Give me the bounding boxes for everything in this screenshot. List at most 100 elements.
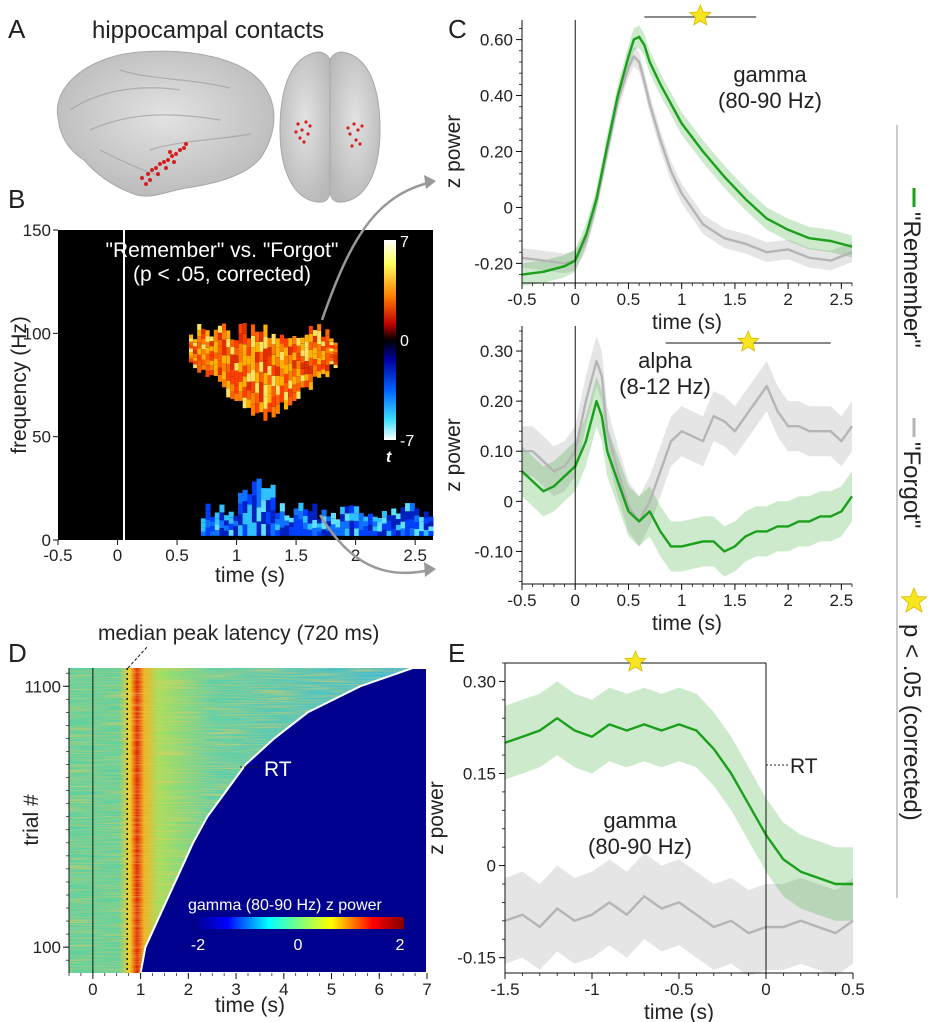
positive-cluster-cell bbox=[304, 380, 309, 388]
positive-cluster-cell bbox=[288, 380, 293, 389]
negative-cluster-cell bbox=[414, 529, 420, 536]
negative-cluster-cell bbox=[386, 520, 392, 526]
positive-cluster-cell bbox=[284, 400, 289, 410]
negative-cluster-cell bbox=[316, 519, 322, 524]
chart-c-alpha: -0.5 0 0.5 1 1.5 2 2.5 -0.10 0 0.10 0.20 0.30 time (… bbox=[442, 326, 853, 635]
negative-cluster-cell bbox=[321, 509, 327, 517]
positive-cluster-cell bbox=[296, 368, 301, 377]
positive-cluster-cell bbox=[271, 333, 276, 345]
negative-cluster-cell bbox=[242, 524, 248, 536]
negative-cluster-cell bbox=[228, 517, 234, 524]
positive-cluster-cell bbox=[246, 390, 251, 400]
positive-cluster-cell bbox=[329, 361, 334, 365]
trial-heatmap-xlabel: time (s) bbox=[215, 994, 285, 1017]
positive-cluster-cell bbox=[279, 334, 284, 344]
positive-cluster-cell bbox=[251, 370, 256, 382]
positive-cluster-cell bbox=[217, 325, 222, 333]
negative-cluster-cell bbox=[270, 523, 276, 536]
positive-cluster-cell bbox=[329, 338, 334, 342]
negative-cluster-cell bbox=[326, 531, 332, 536]
positive-cluster-cell bbox=[242, 323, 247, 334]
positive-cluster-cell bbox=[205, 336, 210, 342]
negative-cluster-cell bbox=[414, 522, 420, 529]
negative-cluster-cell bbox=[340, 514, 346, 522]
positive-cluster-cell bbox=[238, 343, 243, 353]
negative-cluster-cell bbox=[224, 530, 230, 536]
negative-cluster-cell bbox=[293, 522, 299, 529]
positive-cluster-cell bbox=[279, 385, 284, 394]
negative-cluster-cell bbox=[251, 522, 257, 536]
positive-cluster-cell bbox=[189, 348, 194, 352]
positive-cluster-cell bbox=[288, 363, 293, 372]
negative-cluster-cell bbox=[233, 520, 239, 526]
negative-cluster-cell bbox=[335, 531, 341, 536]
positive-cluster-cell bbox=[242, 355, 247, 366]
negative-cluster-cell bbox=[261, 512, 267, 524]
positive-cluster-cell bbox=[325, 347, 330, 354]
x-tick-label: -0.5 bbox=[664, 980, 693, 999]
positive-cluster-cell bbox=[333, 358, 338, 362]
positive-cluster-cell bbox=[267, 356, 272, 366]
negative-cluster-cell bbox=[270, 510, 276, 524]
y-tick-label: 0.15 bbox=[463, 764, 496, 783]
negative-cluster-cell bbox=[330, 512, 336, 519]
positive-cluster-cell bbox=[234, 355, 239, 363]
positive-cluster-cell bbox=[271, 407, 276, 418]
negative-cluster-cell bbox=[303, 529, 309, 536]
positive-cluster-cell bbox=[317, 371, 322, 378]
positive-cluster-cell bbox=[263, 324, 268, 337]
negative-cluster-cell bbox=[349, 513, 355, 521]
negative-cluster-cell bbox=[409, 519, 415, 528]
positive-cluster-cell bbox=[263, 372, 268, 385]
positive-cluster-cell bbox=[193, 350, 198, 354]
negative-cluster-cell bbox=[428, 526, 434, 532]
positive-cluster-cell bbox=[251, 381, 256, 393]
y-tick-label: -0.15 bbox=[457, 949, 496, 968]
negative-cluster-cell bbox=[298, 519, 304, 528]
positive-cluster-cell bbox=[209, 365, 214, 371]
negative-cluster-cell bbox=[363, 516, 369, 522]
positive-cluster-cell bbox=[189, 345, 194, 349]
positive-cluster-cell bbox=[308, 333, 313, 342]
positive-cluster-cell bbox=[304, 334, 309, 342]
negative-cluster-cell bbox=[405, 527, 411, 536]
positive-cluster-cell bbox=[288, 397, 293, 406]
positive-cluster-cell bbox=[226, 389, 231, 398]
positive-cluster-cell bbox=[205, 359, 210, 366]
positive-cluster-cell bbox=[275, 394, 280, 405]
x-tick-label: 3 bbox=[231, 980, 240, 999]
positive-cluster-cell bbox=[251, 392, 256, 405]
negative-cluster bbox=[200, 478, 434, 536]
negative-cluster-cell bbox=[358, 518, 364, 525]
x-tick-label: 1 bbox=[136, 980, 145, 999]
negative-cluster-cell bbox=[228, 511, 234, 518]
heatmap-b-subtitle: (p < .05, corrected) bbox=[133, 263, 311, 286]
positive-cluster-cell bbox=[296, 376, 301, 384]
positive-cluster-cell bbox=[292, 376, 297, 385]
colorbar-d-tick-left: -2 bbox=[191, 937, 205, 954]
y-tick-label: 100 bbox=[33, 938, 61, 957]
x-tick-label: 1.5 bbox=[284, 546, 308, 565]
x-tick-label: 1 bbox=[677, 290, 686, 309]
positive-cluster-cell bbox=[193, 353, 198, 358]
y-tick-label: 0.30 bbox=[480, 342, 513, 361]
y-tick-label: 0 bbox=[487, 857, 496, 876]
positive-cluster-cell bbox=[304, 354, 309, 361]
positive-cluster-cell bbox=[213, 358, 218, 365]
positive-cluster-cell bbox=[275, 385, 280, 395]
y-tick-label: 0 bbox=[504, 492, 513, 511]
negative-cluster-cell bbox=[289, 517, 295, 523]
negative-cluster-cell bbox=[238, 514, 244, 526]
positive-cluster-cell bbox=[213, 364, 218, 371]
positive-cluster-cell bbox=[321, 360, 326, 365]
negative-cluster-cell bbox=[265, 500, 271, 512]
negative-cluster-cell bbox=[377, 518, 383, 523]
positive-cluster-cell bbox=[304, 341, 309, 348]
positive-cluster-cell bbox=[217, 367, 222, 375]
positive-cluster-cell bbox=[246, 364, 251, 374]
positive-cluster-cell bbox=[193, 357, 198, 361]
panel-b-heatmap: "Remember" vs. "Forgot" (p < .05, correc… bbox=[8, 221, 434, 587]
negative-cluster-cell bbox=[224, 525, 230, 531]
negative-cluster-cell bbox=[265, 488, 271, 501]
negative-cluster-cell bbox=[363, 531, 369, 536]
